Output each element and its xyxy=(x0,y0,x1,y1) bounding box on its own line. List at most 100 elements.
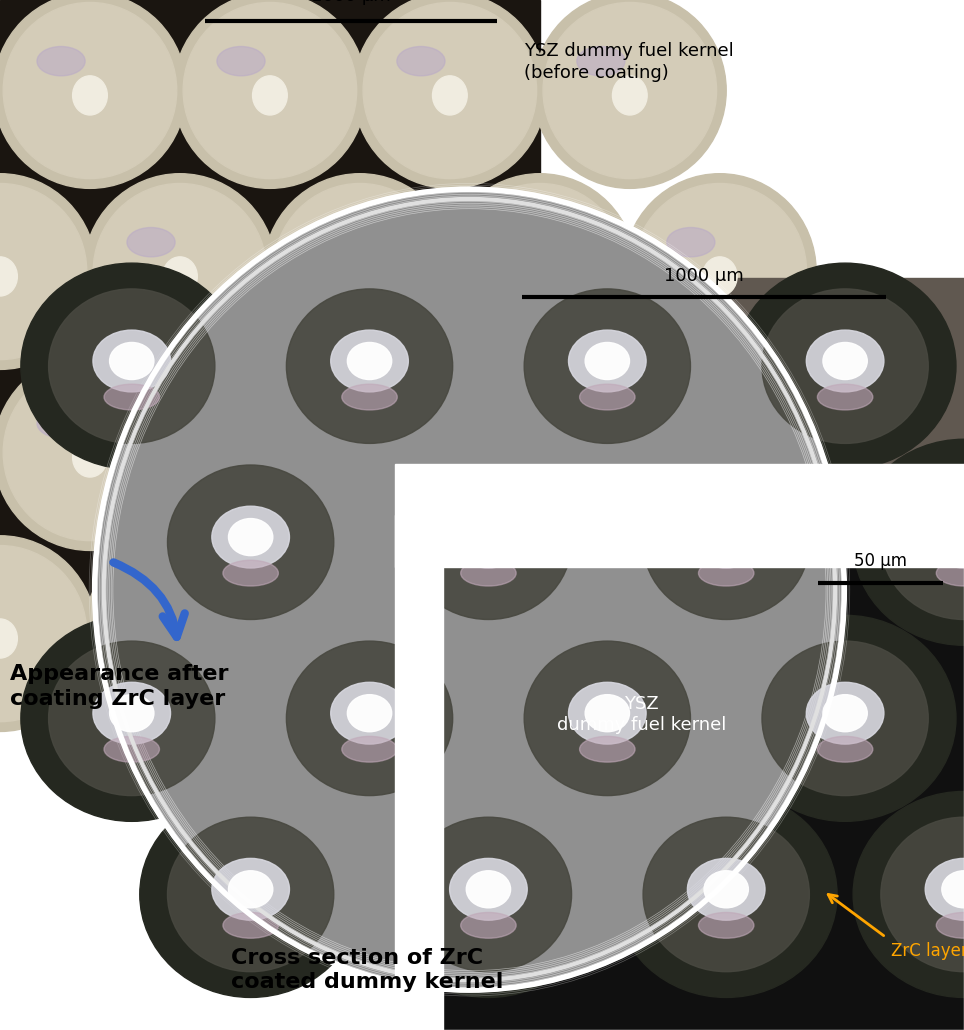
Ellipse shape xyxy=(762,641,928,795)
Ellipse shape xyxy=(405,817,572,971)
Ellipse shape xyxy=(543,2,716,178)
Ellipse shape xyxy=(453,183,627,359)
Bar xyxy=(251,278,964,824)
Ellipse shape xyxy=(687,858,765,920)
Ellipse shape xyxy=(853,439,964,645)
Ellipse shape xyxy=(183,2,357,178)
Ellipse shape xyxy=(321,589,398,678)
Ellipse shape xyxy=(110,342,154,379)
Ellipse shape xyxy=(853,791,964,997)
Ellipse shape xyxy=(591,46,668,135)
Ellipse shape xyxy=(612,438,647,477)
Ellipse shape xyxy=(496,263,718,469)
Ellipse shape xyxy=(72,76,107,115)
Ellipse shape xyxy=(342,736,397,762)
Ellipse shape xyxy=(231,46,308,135)
Ellipse shape xyxy=(37,409,85,438)
Ellipse shape xyxy=(433,438,468,477)
Ellipse shape xyxy=(687,506,765,568)
Ellipse shape xyxy=(253,438,287,477)
Ellipse shape xyxy=(467,870,511,907)
Ellipse shape xyxy=(449,506,527,568)
Text: ZrC layer: ZrC layer xyxy=(891,942,964,960)
Bar xyxy=(395,464,964,566)
Ellipse shape xyxy=(704,518,748,555)
Ellipse shape xyxy=(273,183,446,359)
Ellipse shape xyxy=(397,409,445,438)
Ellipse shape xyxy=(487,589,535,619)
Ellipse shape xyxy=(633,546,807,722)
Ellipse shape xyxy=(942,870,964,907)
Text: 1000 μm: 1000 μm xyxy=(311,0,390,5)
Ellipse shape xyxy=(363,2,537,178)
Ellipse shape xyxy=(453,546,627,722)
Ellipse shape xyxy=(104,736,159,762)
Ellipse shape xyxy=(363,365,537,541)
Ellipse shape xyxy=(0,174,96,370)
Ellipse shape xyxy=(110,694,154,731)
Ellipse shape xyxy=(127,589,175,619)
Ellipse shape xyxy=(231,409,308,496)
Ellipse shape xyxy=(569,682,646,744)
Ellipse shape xyxy=(612,76,647,115)
Ellipse shape xyxy=(183,365,357,541)
Ellipse shape xyxy=(217,409,265,438)
Ellipse shape xyxy=(253,76,287,115)
Ellipse shape xyxy=(228,518,273,555)
Ellipse shape xyxy=(273,546,446,722)
Text: Cross section of ZrC
coated dummy kernel: Cross section of ZrC coated dummy kernel xyxy=(231,948,504,992)
Ellipse shape xyxy=(397,46,445,76)
Ellipse shape xyxy=(48,288,215,443)
Ellipse shape xyxy=(405,465,572,619)
Ellipse shape xyxy=(936,913,964,938)
Ellipse shape xyxy=(624,536,817,731)
Ellipse shape xyxy=(735,615,956,821)
Ellipse shape xyxy=(331,330,409,391)
Ellipse shape xyxy=(94,546,267,722)
Ellipse shape xyxy=(0,546,87,722)
Ellipse shape xyxy=(21,263,243,469)
Ellipse shape xyxy=(212,858,289,920)
Ellipse shape xyxy=(806,330,884,391)
Text: YSZ
dummy fuel kernel: YSZ dummy fuel kernel xyxy=(556,695,726,734)
Ellipse shape xyxy=(585,342,629,379)
Ellipse shape xyxy=(0,183,87,359)
Ellipse shape xyxy=(0,0,186,188)
Ellipse shape xyxy=(258,615,480,821)
Ellipse shape xyxy=(94,183,267,359)
Ellipse shape xyxy=(0,228,39,315)
Ellipse shape xyxy=(412,46,489,135)
Ellipse shape xyxy=(449,858,527,920)
Ellipse shape xyxy=(543,365,716,541)
Ellipse shape xyxy=(21,615,243,821)
Ellipse shape xyxy=(704,870,748,907)
Ellipse shape xyxy=(174,354,366,550)
Ellipse shape xyxy=(533,0,726,188)
Ellipse shape xyxy=(3,2,176,178)
Ellipse shape xyxy=(522,256,557,296)
Ellipse shape xyxy=(533,354,726,550)
Ellipse shape xyxy=(104,384,159,410)
Ellipse shape xyxy=(703,619,737,658)
Ellipse shape xyxy=(286,641,453,795)
Ellipse shape xyxy=(817,384,872,410)
Ellipse shape xyxy=(624,174,817,370)
Ellipse shape xyxy=(168,817,334,971)
Ellipse shape xyxy=(936,560,964,586)
Ellipse shape xyxy=(286,288,453,443)
Ellipse shape xyxy=(615,439,837,645)
Ellipse shape xyxy=(84,174,277,370)
Bar xyxy=(0,0,540,597)
Ellipse shape xyxy=(699,913,754,938)
Ellipse shape xyxy=(925,506,964,568)
Ellipse shape xyxy=(0,354,7,550)
Ellipse shape xyxy=(163,619,198,658)
Ellipse shape xyxy=(0,354,186,550)
Ellipse shape xyxy=(84,536,277,731)
Ellipse shape xyxy=(615,791,837,997)
Ellipse shape xyxy=(342,619,377,658)
Ellipse shape xyxy=(585,694,629,731)
Ellipse shape xyxy=(817,736,872,762)
Ellipse shape xyxy=(174,0,366,188)
Ellipse shape xyxy=(93,330,171,391)
